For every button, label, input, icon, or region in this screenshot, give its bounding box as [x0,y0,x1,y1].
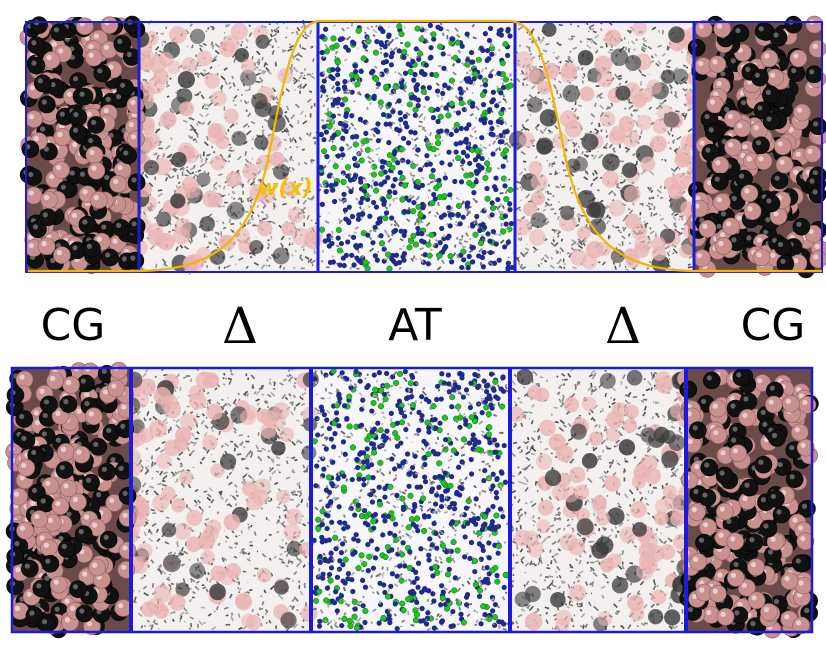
atomistic-region-particles [318,21,515,272]
cg-right-region-label: CG [740,300,806,351]
atomistic-region-particles [310,367,510,632]
top-simulation-panel [19,15,826,279]
atomistic-region-label: AT [388,300,442,351]
hybrid-region-particles [508,20,702,273]
cg-region-beads [19,15,146,274]
hybrid-right-region-label: Δ [604,297,642,355]
simulation-box-border [10,366,814,634]
weight-function-label: w(x) [258,176,313,201]
cg-region-beads [679,367,819,639]
cg-region-beads [687,15,826,279]
weight-function-curve [28,19,822,273]
bottom-simulation-panel [5,361,819,639]
hybrid-left-region-label: Δ [221,297,259,355]
cg-left-region-label: CG [40,300,106,351]
hybrid-region-particles [506,368,695,633]
cg-region-beads [5,361,137,639]
